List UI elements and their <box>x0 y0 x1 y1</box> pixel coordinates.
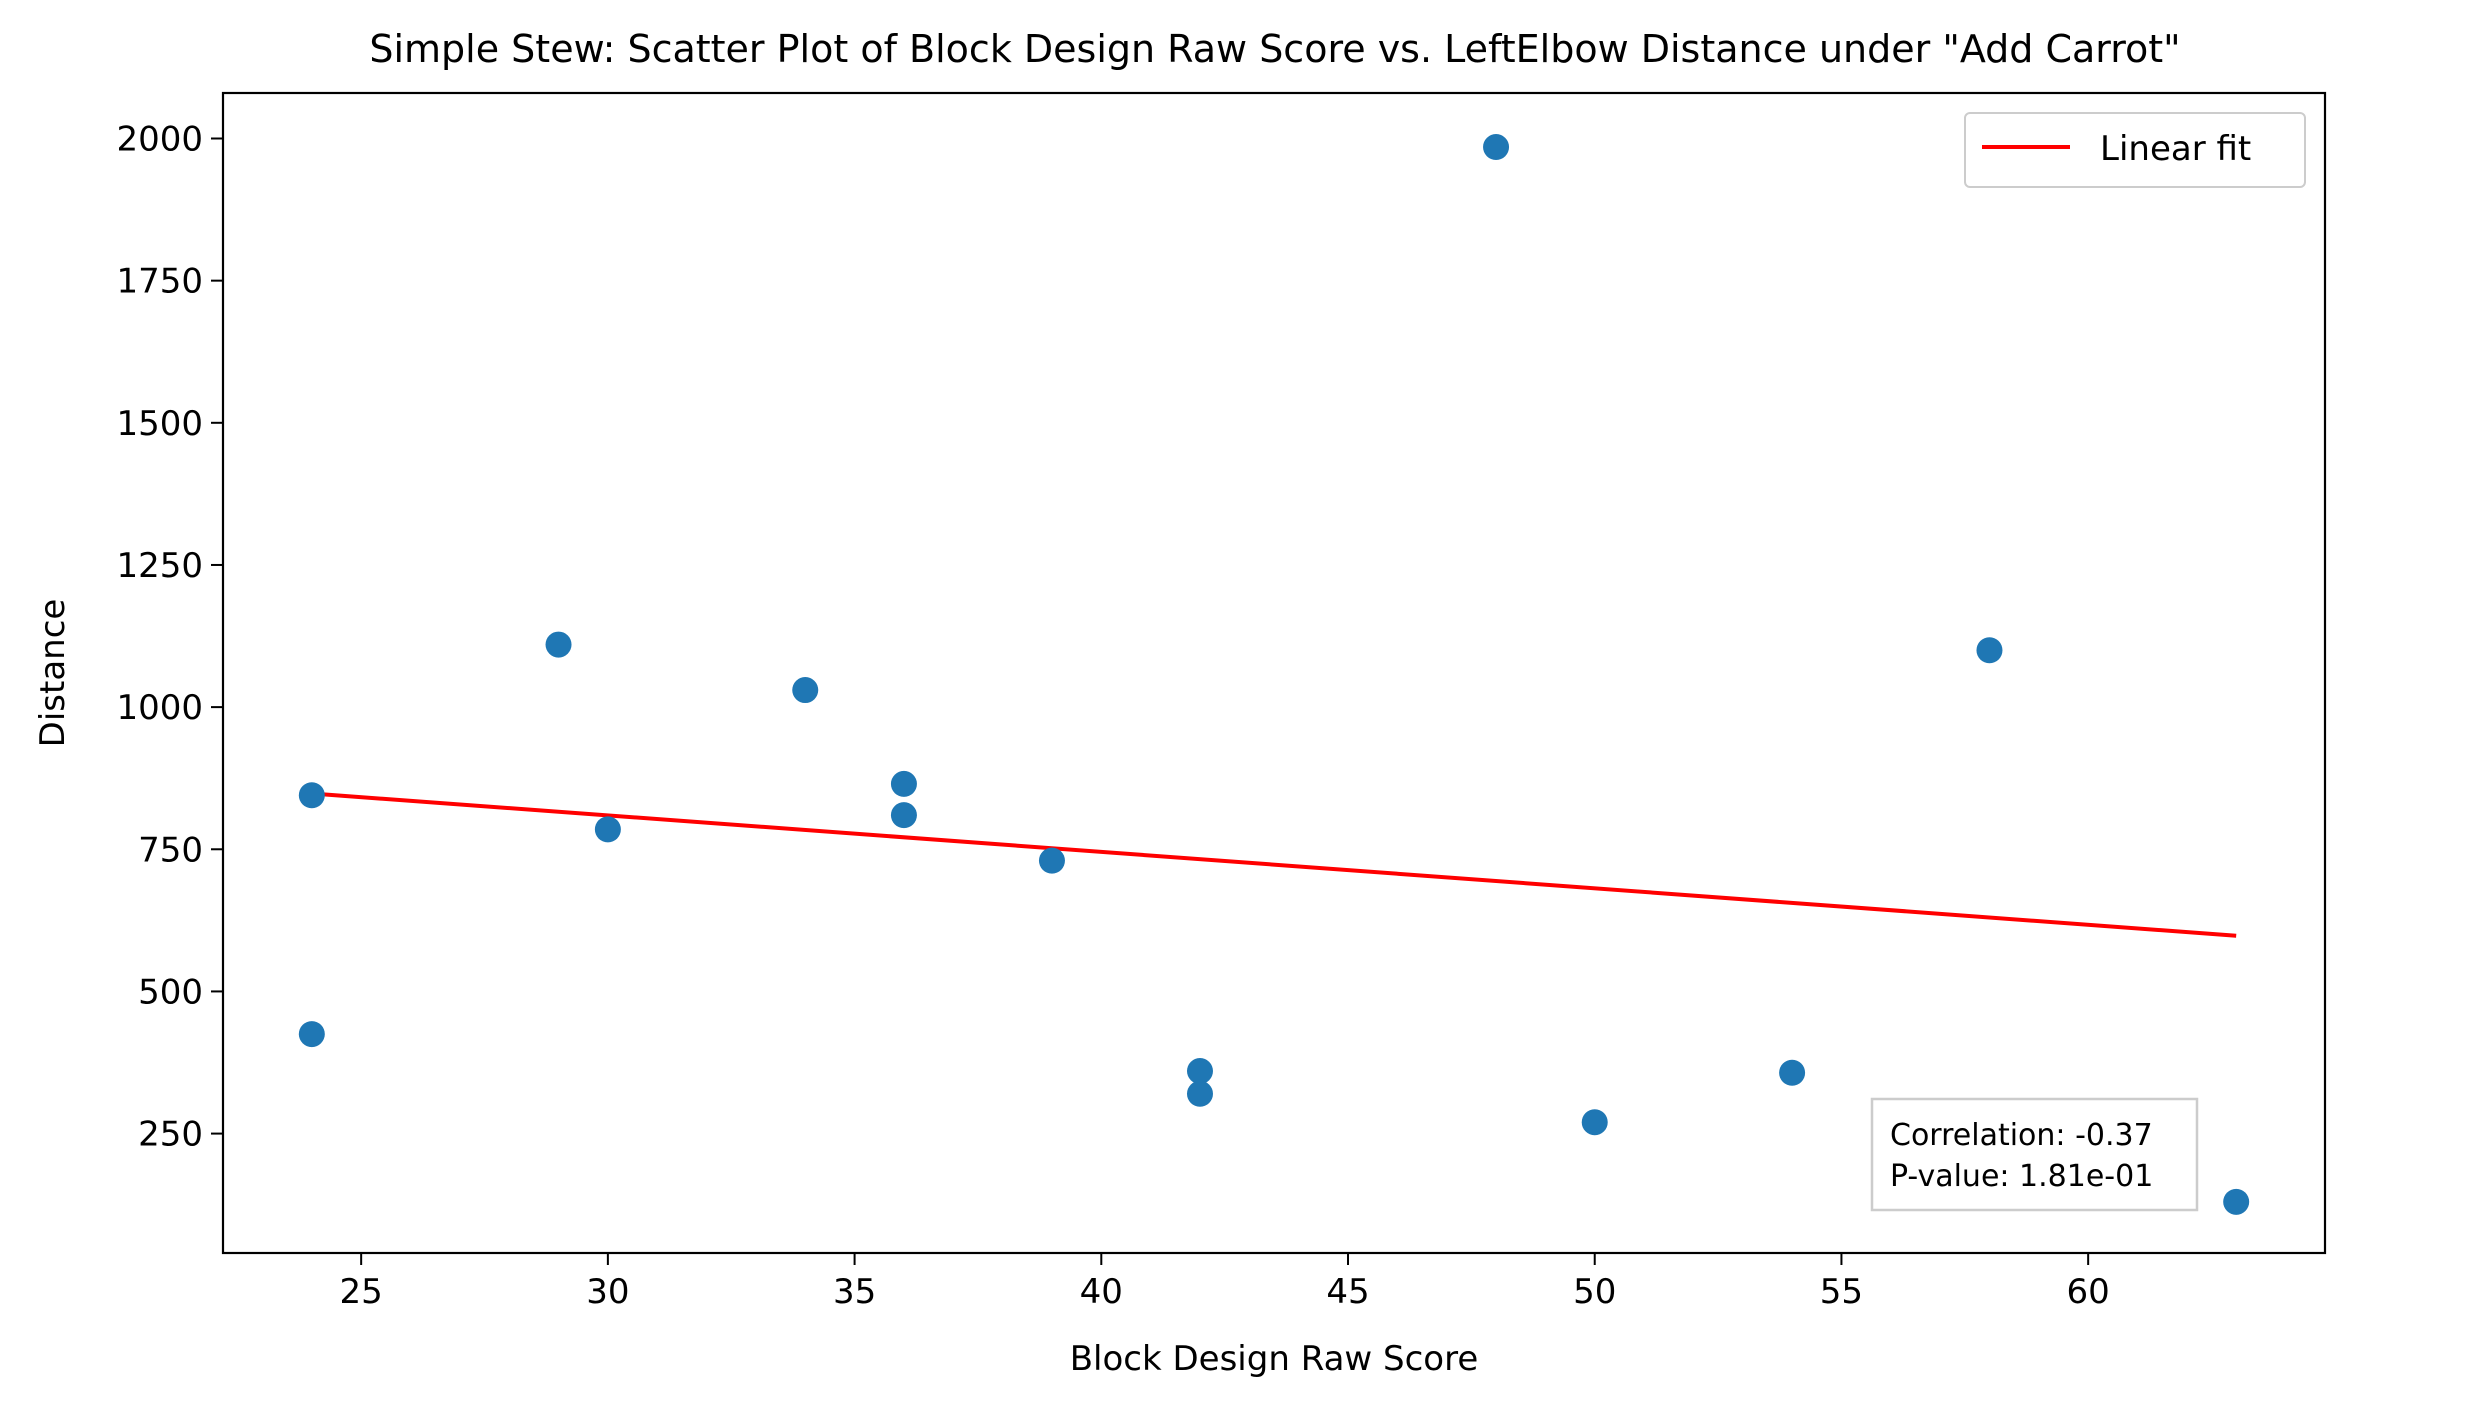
stats-annotation-box <box>1870 1097 2199 1212</box>
x-tick-label: 55 <box>1820 1272 1863 1312</box>
correlation-text: Correlation: -0.37 <box>1890 1118 2153 1153</box>
y-tick-label: 2000 <box>116 119 203 159</box>
scatter-point <box>792 677 819 704</box>
scatter-point <box>890 802 917 829</box>
scatter-point <box>1976 637 2003 664</box>
data-points <box>298 134 2250 1215</box>
x-tick-label: 50 <box>1573 1272 1616 1312</box>
scatter-point <box>1581 1109 1608 1136</box>
scatter-point <box>2223 1188 2250 1215</box>
x-axis-ticks: 25 30 35 40 45 50 55 60 <box>340 1253 2110 1312</box>
y-tick-label: 250 <box>138 1115 203 1155</box>
y-axis-label: Distance <box>33 599 73 748</box>
scatter-point <box>890 770 917 797</box>
y-tick-label: 1250 <box>116 546 203 586</box>
stats-annotation: Correlation: -0.37 P-value: 1.81e-01 <box>1870 1097 2199 1212</box>
x-tick-label: 40 <box>1080 1272 1123 1312</box>
scatter-point <box>545 631 572 658</box>
legend-label: Linear fit <box>2100 129 2251 169</box>
p-value-text: P-value: 1.81e-01 <box>1890 1159 2153 1194</box>
y-axis-ticks: 250 500 750 1000 1250 1500 1750 2000 <box>116 119 223 1155</box>
x-tick-label: 45 <box>1326 1272 1369 1312</box>
scatter-point <box>1186 1058 1213 1085</box>
x-tick-label: 30 <box>586 1272 629 1312</box>
scatter-point <box>1038 847 1065 874</box>
scatter-point <box>594 816 621 843</box>
scatter-point <box>298 1021 325 1048</box>
y-tick-label: 750 <box>138 830 203 870</box>
legend-box <box>1964 112 2306 188</box>
plot-frame <box>221 91 2327 1255</box>
fit-line-layer <box>311 791 2237 938</box>
plot-area <box>221 91 2327 1255</box>
chart-title: Simple Stew: Scatter Plot of Block Desig… <box>369 27 2180 71</box>
scatter-point <box>1779 1059 1806 1086</box>
x-tick-label: 25 <box>340 1272 383 1312</box>
y-tick-label: 1500 <box>116 404 203 444</box>
y-tick-label: 500 <box>138 972 203 1012</box>
y-tick-label: 1000 <box>116 688 203 728</box>
x-axis-label: Block Design Raw Score <box>1070 1339 1479 1379</box>
scatter-point <box>298 782 325 809</box>
y-tick-label: 1750 <box>116 262 203 302</box>
x-tick-label: 35 <box>833 1272 876 1312</box>
scatter-point <box>1186 1080 1213 1107</box>
legend: Linear fit <box>1964 112 2306 188</box>
linear-fit-line <box>311 791 2237 938</box>
x-tick-label: 60 <box>2067 1272 2110 1312</box>
scatter-point <box>1483 134 1510 161</box>
